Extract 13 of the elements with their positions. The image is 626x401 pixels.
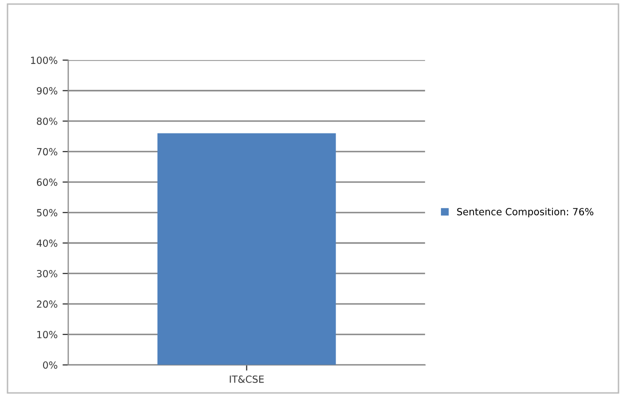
y-tick-label: 90% — [36, 87, 58, 94]
x-tick-label: IT&CSE — [230, 376, 264, 383]
y-tick-label: 20% — [36, 300, 58, 308]
y-tick-label: 30% — [36, 270, 58, 278]
y-tick-label: 100% — [31, 56, 58, 64]
y-tick-label: 10% — [37, 330, 58, 338]
legend-label: Sentence Composition: 76% — [457, 208, 594, 218]
y-tick-label: 0% — [43, 361, 58, 369]
y-tick-label: 80% — [36, 118, 58, 125]
y-tick-label: 40% — [36, 239, 58, 247]
y-tick-label: 70% — [37, 148, 58, 156]
y-tick-label: 50% — [36, 209, 58, 216]
y-tick-label: 60% — [36, 178, 58, 186]
